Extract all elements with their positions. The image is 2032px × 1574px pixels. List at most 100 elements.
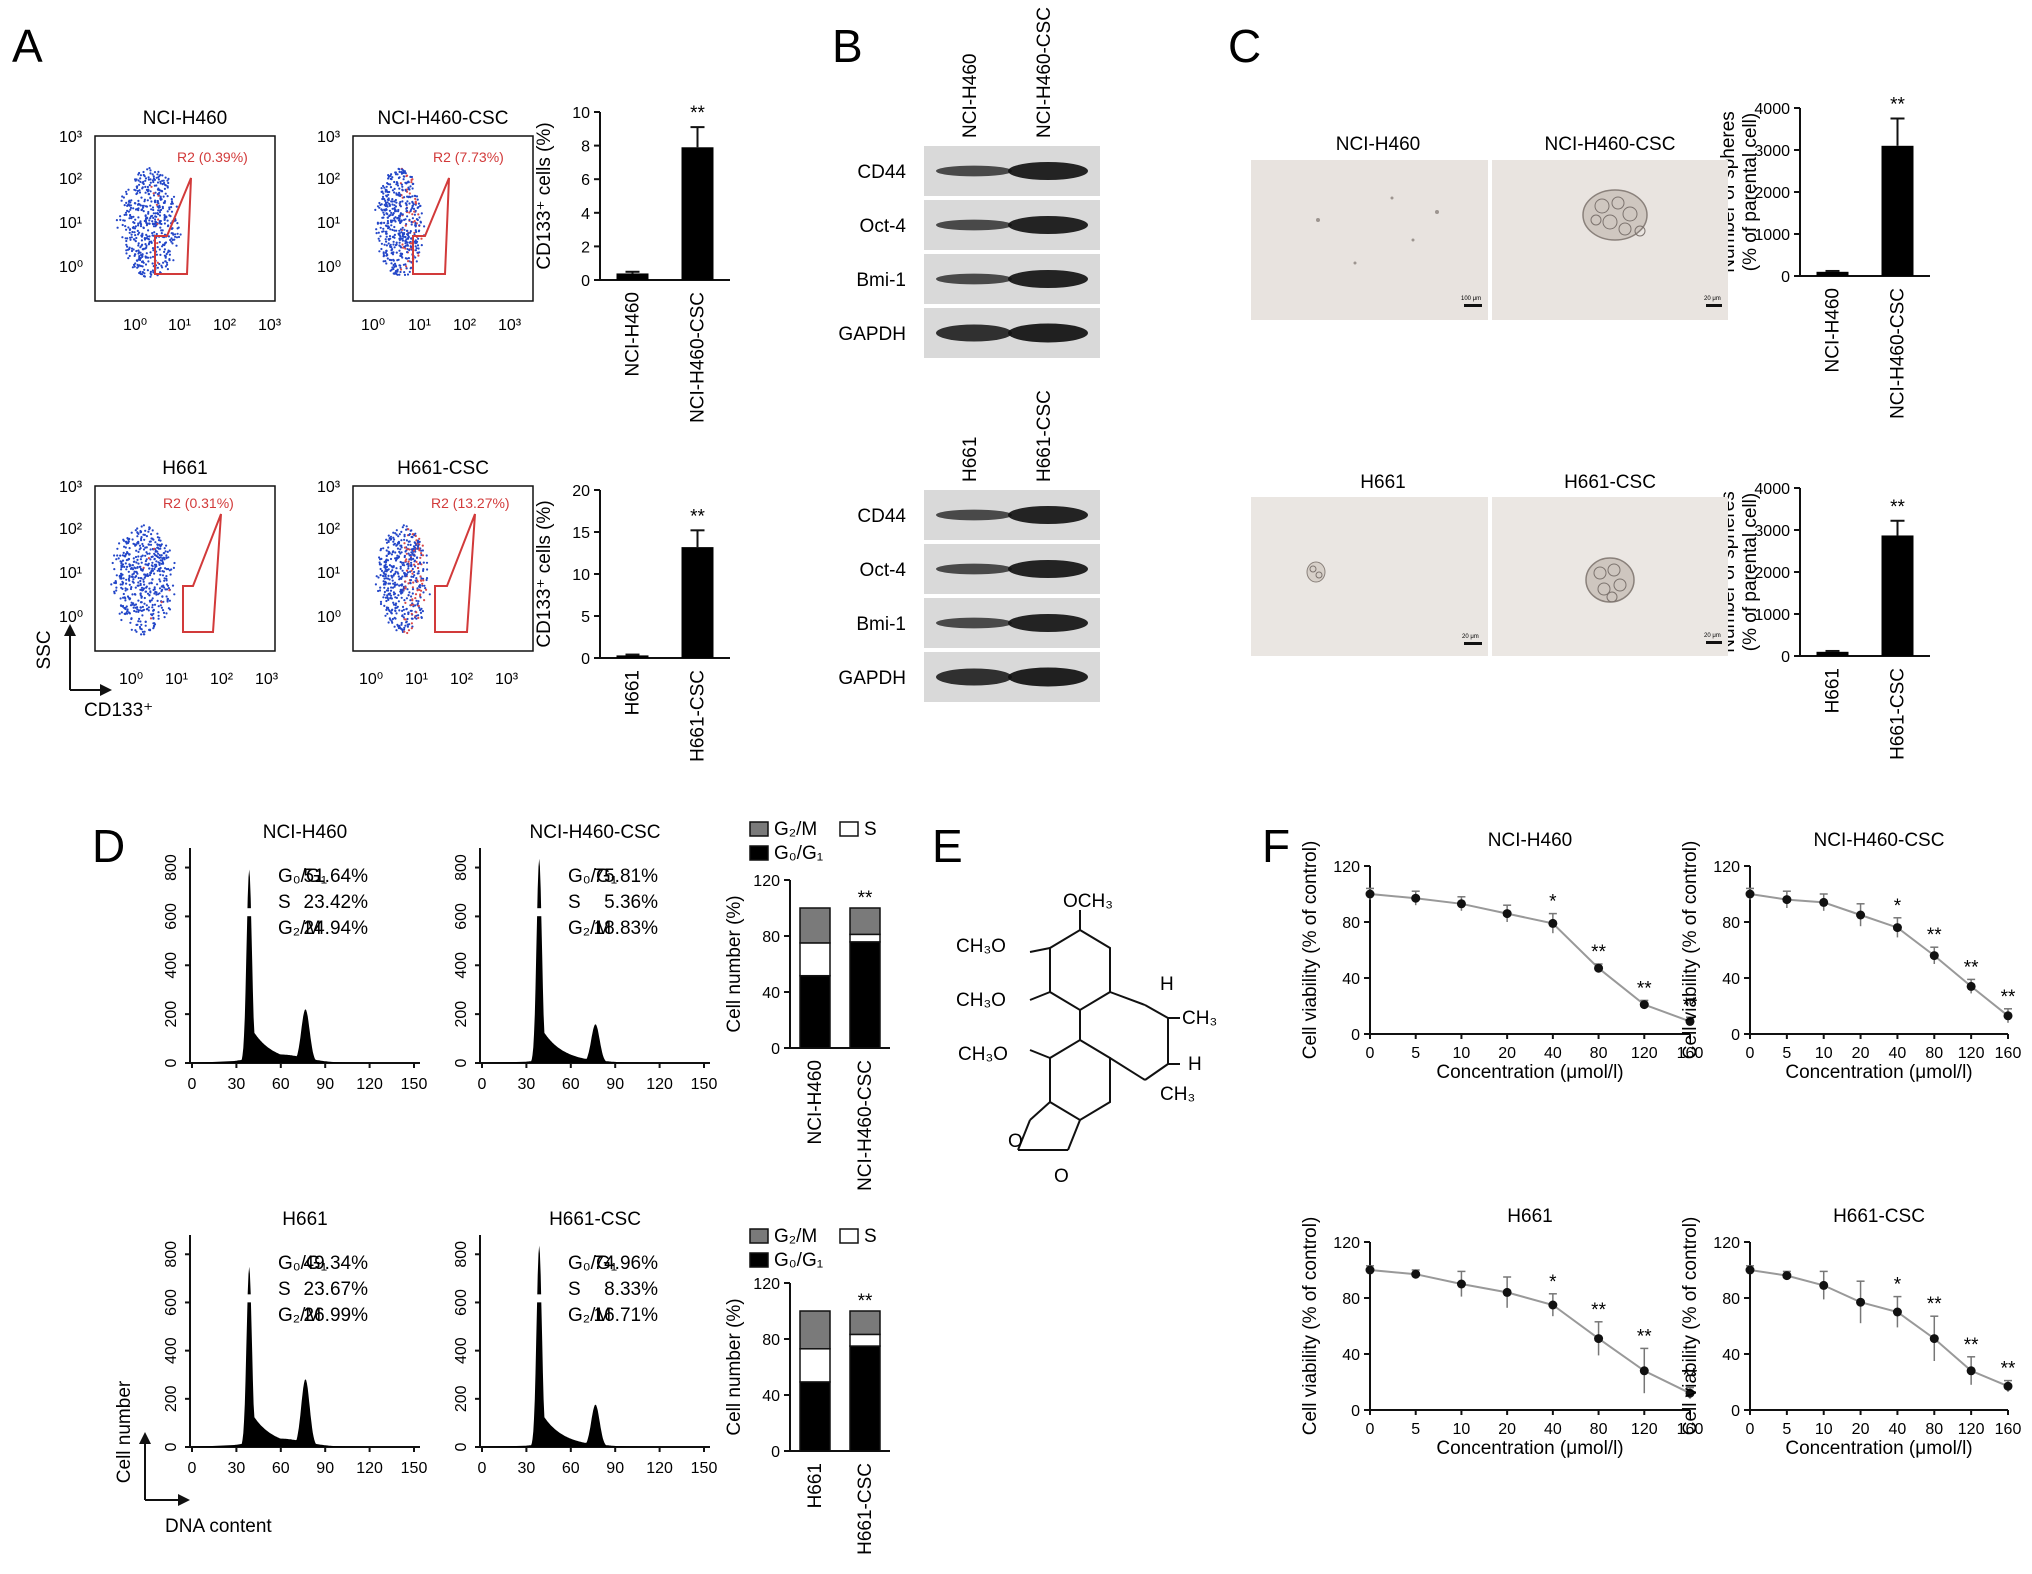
- flow-event: [387, 183, 390, 186]
- flow-event: [166, 186, 169, 189]
- flow-event: [406, 251, 409, 254]
- flow-event: [127, 188, 130, 191]
- scale-bar-label: 100 μm: [1461, 296, 1481, 302]
- flow-event: [393, 200, 396, 203]
- flow-event: [150, 537, 153, 540]
- ytick: 10³: [59, 129, 83, 146]
- phase-label: G₀/G₁: [278, 866, 327, 887]
- flow-event: [171, 584, 175, 587]
- legend-swatch: [839, 821, 859, 837]
- flow-event: [137, 216, 140, 219]
- chart-title: NCI-H460: [1488, 830, 1572, 851]
- phase-label: G₂/M: [278, 918, 321, 939]
- flow-event: [154, 541, 157, 544]
- flow-event: [383, 604, 386, 607]
- flow-event: [394, 617, 397, 620]
- flow-event: [384, 559, 387, 562]
- flow-event: [408, 192, 411, 195]
- flow-event: [389, 589, 393, 592]
- data-point: [1639, 1000, 1649, 1010]
- flow-event: [415, 611, 418, 614]
- flow-event: [377, 231, 380, 234]
- flow-event: [400, 268, 403, 271]
- flow-event: [414, 194, 417, 198]
- histogram-ytick: 400: [163, 1337, 180, 1364]
- flow-event: [125, 252, 128, 255]
- flow-event: [140, 208, 143, 212]
- flow-event: [401, 237, 404, 240]
- flow-event: [400, 592, 403, 595]
- flow-event: [147, 229, 150, 232]
- flow-event: [413, 560, 416, 563]
- flow-event: [113, 590, 116, 593]
- histogram-break: [243, 908, 256, 917]
- flow-event: [415, 260, 418, 263]
- image-title: H661: [1360, 472, 1405, 493]
- flow-event: [136, 623, 139, 626]
- flow-event: [385, 230, 388, 233]
- flow-event: [403, 571, 406, 575]
- histogram-title: H661: [282, 1209, 327, 1230]
- flow-event: [416, 539, 420, 542]
- stacked-bar-segment: [849, 1345, 881, 1452]
- flow-event: [406, 241, 409, 244]
- flow-event: [410, 612, 413, 615]
- flow-event: [401, 526, 404, 529]
- chemical-structure-labels: OCH₃ CH₃O CH₃O CH₃O H CH₃ H CH₃ O O: [956, 891, 1217, 1187]
- flow-event: [383, 213, 386, 216]
- flow-event: [409, 210, 412, 213]
- flow-event: [384, 575, 387, 578]
- flow-event: [166, 195, 169, 198]
- flow-event: [119, 560, 122, 563]
- flow-event: [425, 561, 429, 564]
- histogram-ytick: 200: [453, 1001, 470, 1028]
- xtick-label: 5: [1782, 1045, 1791, 1062]
- flow-event: [138, 625, 142, 629]
- flow-event: [390, 262, 393, 265]
- phase-value: 51.64%: [304, 866, 369, 887]
- flow-event: [386, 222, 389, 225]
- flow-event: [420, 616, 423, 619]
- flow-event: [374, 208, 377, 211]
- phase-value: 16.71%: [594, 1305, 659, 1326]
- flow-event: [139, 272, 142, 275]
- legend-label: S: [864, 819, 877, 840]
- histogram-ytick: 0: [453, 1442, 470, 1451]
- flow-event: [153, 592, 156, 595]
- flow-event: [399, 221, 402, 224]
- flow-event: [132, 263, 136, 266]
- flow-event: [144, 185, 147, 188]
- western-blot-nci-h460: NCI-H460 NCI-H460-CSC CD44Oct-4Bmi-1GAPD…: [838, 7, 1100, 358]
- flow-event: [150, 200, 153, 203]
- flow-event: [125, 228, 128, 231]
- flow-event: [394, 173, 398, 176]
- flow-event: [396, 182, 399, 185]
- flow-event: [422, 561, 425, 564]
- flow-event: [393, 585, 396, 588]
- flow-event: [392, 259, 395, 262]
- flow-event: [397, 208, 400, 212]
- flow-event: [132, 238, 136, 241]
- significance-mark: **: [1964, 1335, 1979, 1356]
- flow-event: [406, 548, 409, 551]
- flow-event: [137, 532, 140, 535]
- flow-event: [142, 533, 145, 536]
- flow-event: [173, 593, 176, 596]
- flow-event: [162, 600, 165, 603]
- flow-event: [410, 609, 413, 612]
- flow-event: [148, 594, 151, 597]
- flow-event: [411, 599, 414, 602]
- flow-event: [132, 602, 135, 605]
- flow-event: [145, 222, 148, 225]
- flow-event: [144, 590, 147, 593]
- flow-event: [166, 210, 169, 213]
- xtick-label: 5: [1411, 1045, 1420, 1062]
- flow-event: [392, 263, 395, 267]
- flow-event: [407, 567, 410, 570]
- flow-event: [166, 600, 169, 603]
- flow-event: [404, 244, 407, 247]
- flow-event: [395, 201, 398, 204]
- flow-event: [398, 237, 401, 240]
- flow-event: [138, 255, 141, 258]
- y-axis-label: Cell viability (% of control): [1680, 841, 1701, 1060]
